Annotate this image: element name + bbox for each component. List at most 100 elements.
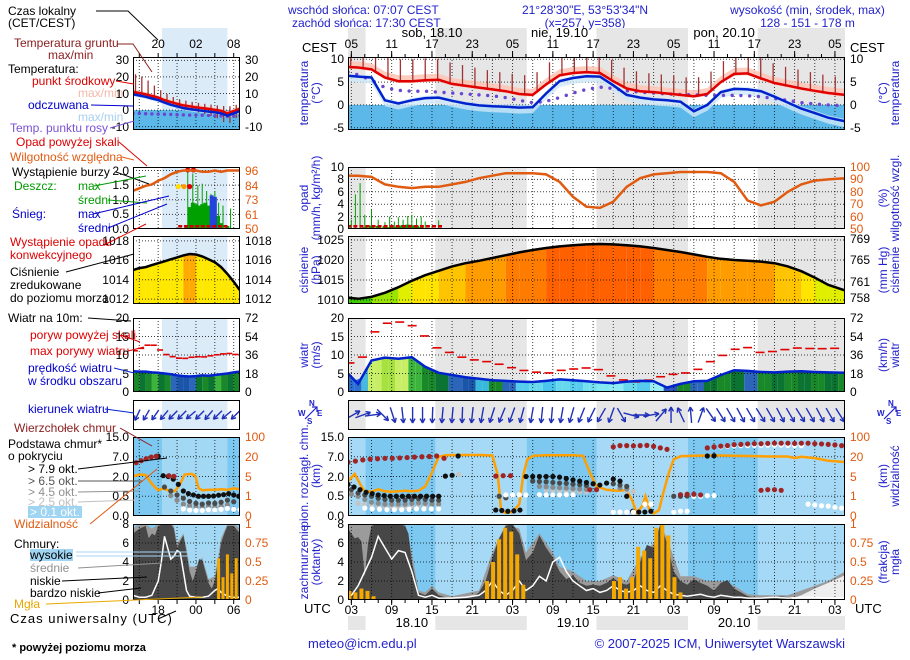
- email-link[interactable]: meteo@icm.edu.pl: [308, 636, 417, 651]
- svg-text:15: 15: [748, 603, 762, 617]
- axis-tick-label: -10: [111, 119, 129, 134]
- wind-direction-strip: [133, 400, 240, 430]
- axis-tick-label: 36: [850, 348, 864, 362]
- axis-tick-label: 0: [850, 593, 857, 607]
- axis-tick-label: 0.75: [850, 536, 874, 550]
- legend-clouds: Chmury:: [14, 537, 60, 551]
- axis-tick-label: 8: [122, 517, 129, 531]
- svg-text:18.10: 18.10: [396, 615, 429, 630]
- axis-tick-label: 100: [850, 160, 871, 174]
- svg-text:03: 03: [345, 603, 359, 617]
- svg-text:00: 00: [189, 603, 203, 617]
- axis-title-text: mgła: [888, 549, 902, 576]
- legend-okt-25: > 2.5 okt.: [28, 495, 78, 509]
- legend-snow-mean: średni: [78, 221, 111, 235]
- axis-tick-label: 2.0: [112, 163, 129, 178]
- wind-chart: [133, 318, 240, 392]
- axis-tick-label: 1016: [245, 253, 272, 268]
- legend-wind-speed-1: prędkość wiatru: [28, 361, 113, 375]
- axis-tick-label: 84: [245, 178, 259, 193]
- legend-wind10m: Wiatr na 10m:: [8, 311, 83, 325]
- svg-text:23: 23: [788, 37, 802, 51]
- axis-tick-label: 6: [337, 184, 344, 199]
- altitude-label: wysokość (min, środek, max): [730, 3, 885, 17]
- svg-text:06: 06: [227, 603, 241, 617]
- cloud-base-visibility-chart: [133, 437, 240, 516]
- legend-convective-2: konwekcyjnego: [10, 248, 93, 262]
- svg-text:15: 15: [425, 603, 439, 617]
- axis-title-text: widzialność: [888, 445, 902, 507]
- legend-cloud-top: Wierzchołek chmur: [14, 421, 117, 435]
- axis-title-unit: (mm/h, kg/m²/h): [309, 155, 323, 241]
- axis-tick-label: 0.0: [327, 509, 344, 523]
- legend-gust-max: max porywy wiatru: [30, 344, 130, 358]
- axis-tick-label: 5: [337, 366, 344, 381]
- axis-tick-label: 1.5: [112, 178, 129, 193]
- svg-text:23: 23: [627, 37, 641, 51]
- precipitation-chart: [133, 167, 240, 229]
- axis-tick-label: 1025: [317, 233, 344, 247]
- legend-fog: Mgła: [14, 597, 41, 611]
- legend-snow-max: max: [78, 207, 101, 221]
- axis-tick-label: 0: [337, 222, 344, 236]
- axis-title-unit: (oktanty): [309, 538, 323, 586]
- axis-tick-label: 0.5: [850, 555, 867, 569]
- axis-tick-label: 54: [850, 329, 864, 344]
- altitude-value: 128 - 151 - 178 m: [760, 16, 855, 30]
- legend-feels-like: odczuwana: [28, 98, 89, 112]
- axis-title-text: wiatr: [888, 342, 902, 368]
- axis-tick-label: 50: [245, 222, 259, 236]
- svg-text:17: 17: [748, 37, 762, 51]
- legend-okt-65: > 6.5 okt.: [28, 474, 78, 488]
- axis-tick-label: -5: [850, 120, 861, 135]
- axis-tick-label: 1012: [245, 292, 272, 307]
- svg-text:05: 05: [345, 37, 359, 51]
- axis-tick-label: 50: [850, 222, 864, 236]
- axis-tick-label: 1014: [245, 272, 272, 287]
- svg-text:sob, 18.10: sob, 18.10: [402, 28, 463, 40]
- time-axis-top: 05 11 17 23 05 11 17 23 05 11 17 23 05 sob, 18.10 nie,…: [138, 28, 845, 57]
- legend-ground-temp-maxmin: max/min: [48, 48, 94, 62]
- axis-tick-label: 0: [850, 385, 857, 399]
- axis-tick-label: 2.0: [327, 469, 344, 484]
- axis-tick-label: 4: [337, 555, 344, 569]
- axis-tick-label: 2: [337, 209, 344, 224]
- svg-text:09: 09: [385, 603, 399, 617]
- svg-text:09: 09: [707, 603, 721, 617]
- axis-tick-label: 36: [245, 348, 259, 362]
- axis-tick-label: 1016: [102, 253, 129, 268]
- legend-feels-maxmin: max/min: [78, 110, 124, 124]
- axis-tick-label: 10: [115, 86, 129, 101]
- compass-arrow-icon: [304, 406, 318, 420]
- legend-rain: Deszcz:: [14, 179, 57, 193]
- legend-okt-01: > 0.1 okt.: [28, 505, 82, 519]
- axis-tick-label: 0.75: [245, 536, 269, 550]
- legend-clouds-low: niskie: [30, 574, 61, 588]
- axis-tick-label: 4: [122, 555, 129, 569]
- axis-tick-label: 90: [850, 172, 864, 187]
- svg-text:17: 17: [425, 37, 439, 51]
- cest-label-right: CEST: [850, 40, 885, 55]
- axis-tick-label: 80: [850, 184, 864, 199]
- axis-tick-label: 2: [337, 574, 344, 588]
- axis-tick-label: 1010: [317, 293, 344, 307]
- cloud-cover-chart: [133, 524, 240, 600]
- axis-tick-label: 20: [850, 449, 864, 464]
- axis-tick-label: 10: [330, 160, 344, 174]
- axis-tick-label: 0.25: [245, 574, 269, 588]
- legend-ground-temp: Temperatura gruntu: [14, 36, 119, 50]
- axis-tick-label: 0: [850, 97, 857, 112]
- axis-tick-label: 18: [850, 366, 864, 381]
- compass-n: N: [888, 399, 894, 408]
- legend-okt-79: > 7.9 okt.: [28, 462, 78, 476]
- axis-tick-label: 72: [245, 311, 259, 325]
- axis-tick-label: 15: [330, 329, 344, 344]
- axis-tick-label: 1014: [102, 272, 129, 287]
- axis-tick-label: 0: [245, 593, 252, 607]
- legend-convective-1: Wystąpienie opadu: [10, 235, 112, 249]
- axis-tick-label: 1: [850, 489, 857, 504]
- legend-pressure-2: zredukowane: [10, 278, 82, 292]
- axis-tick-label: 100: [850, 430, 871, 444]
- svg-text:17: 17: [586, 37, 600, 51]
- legend-storm: Wystąpienie burzy: [12, 165, 110, 179]
